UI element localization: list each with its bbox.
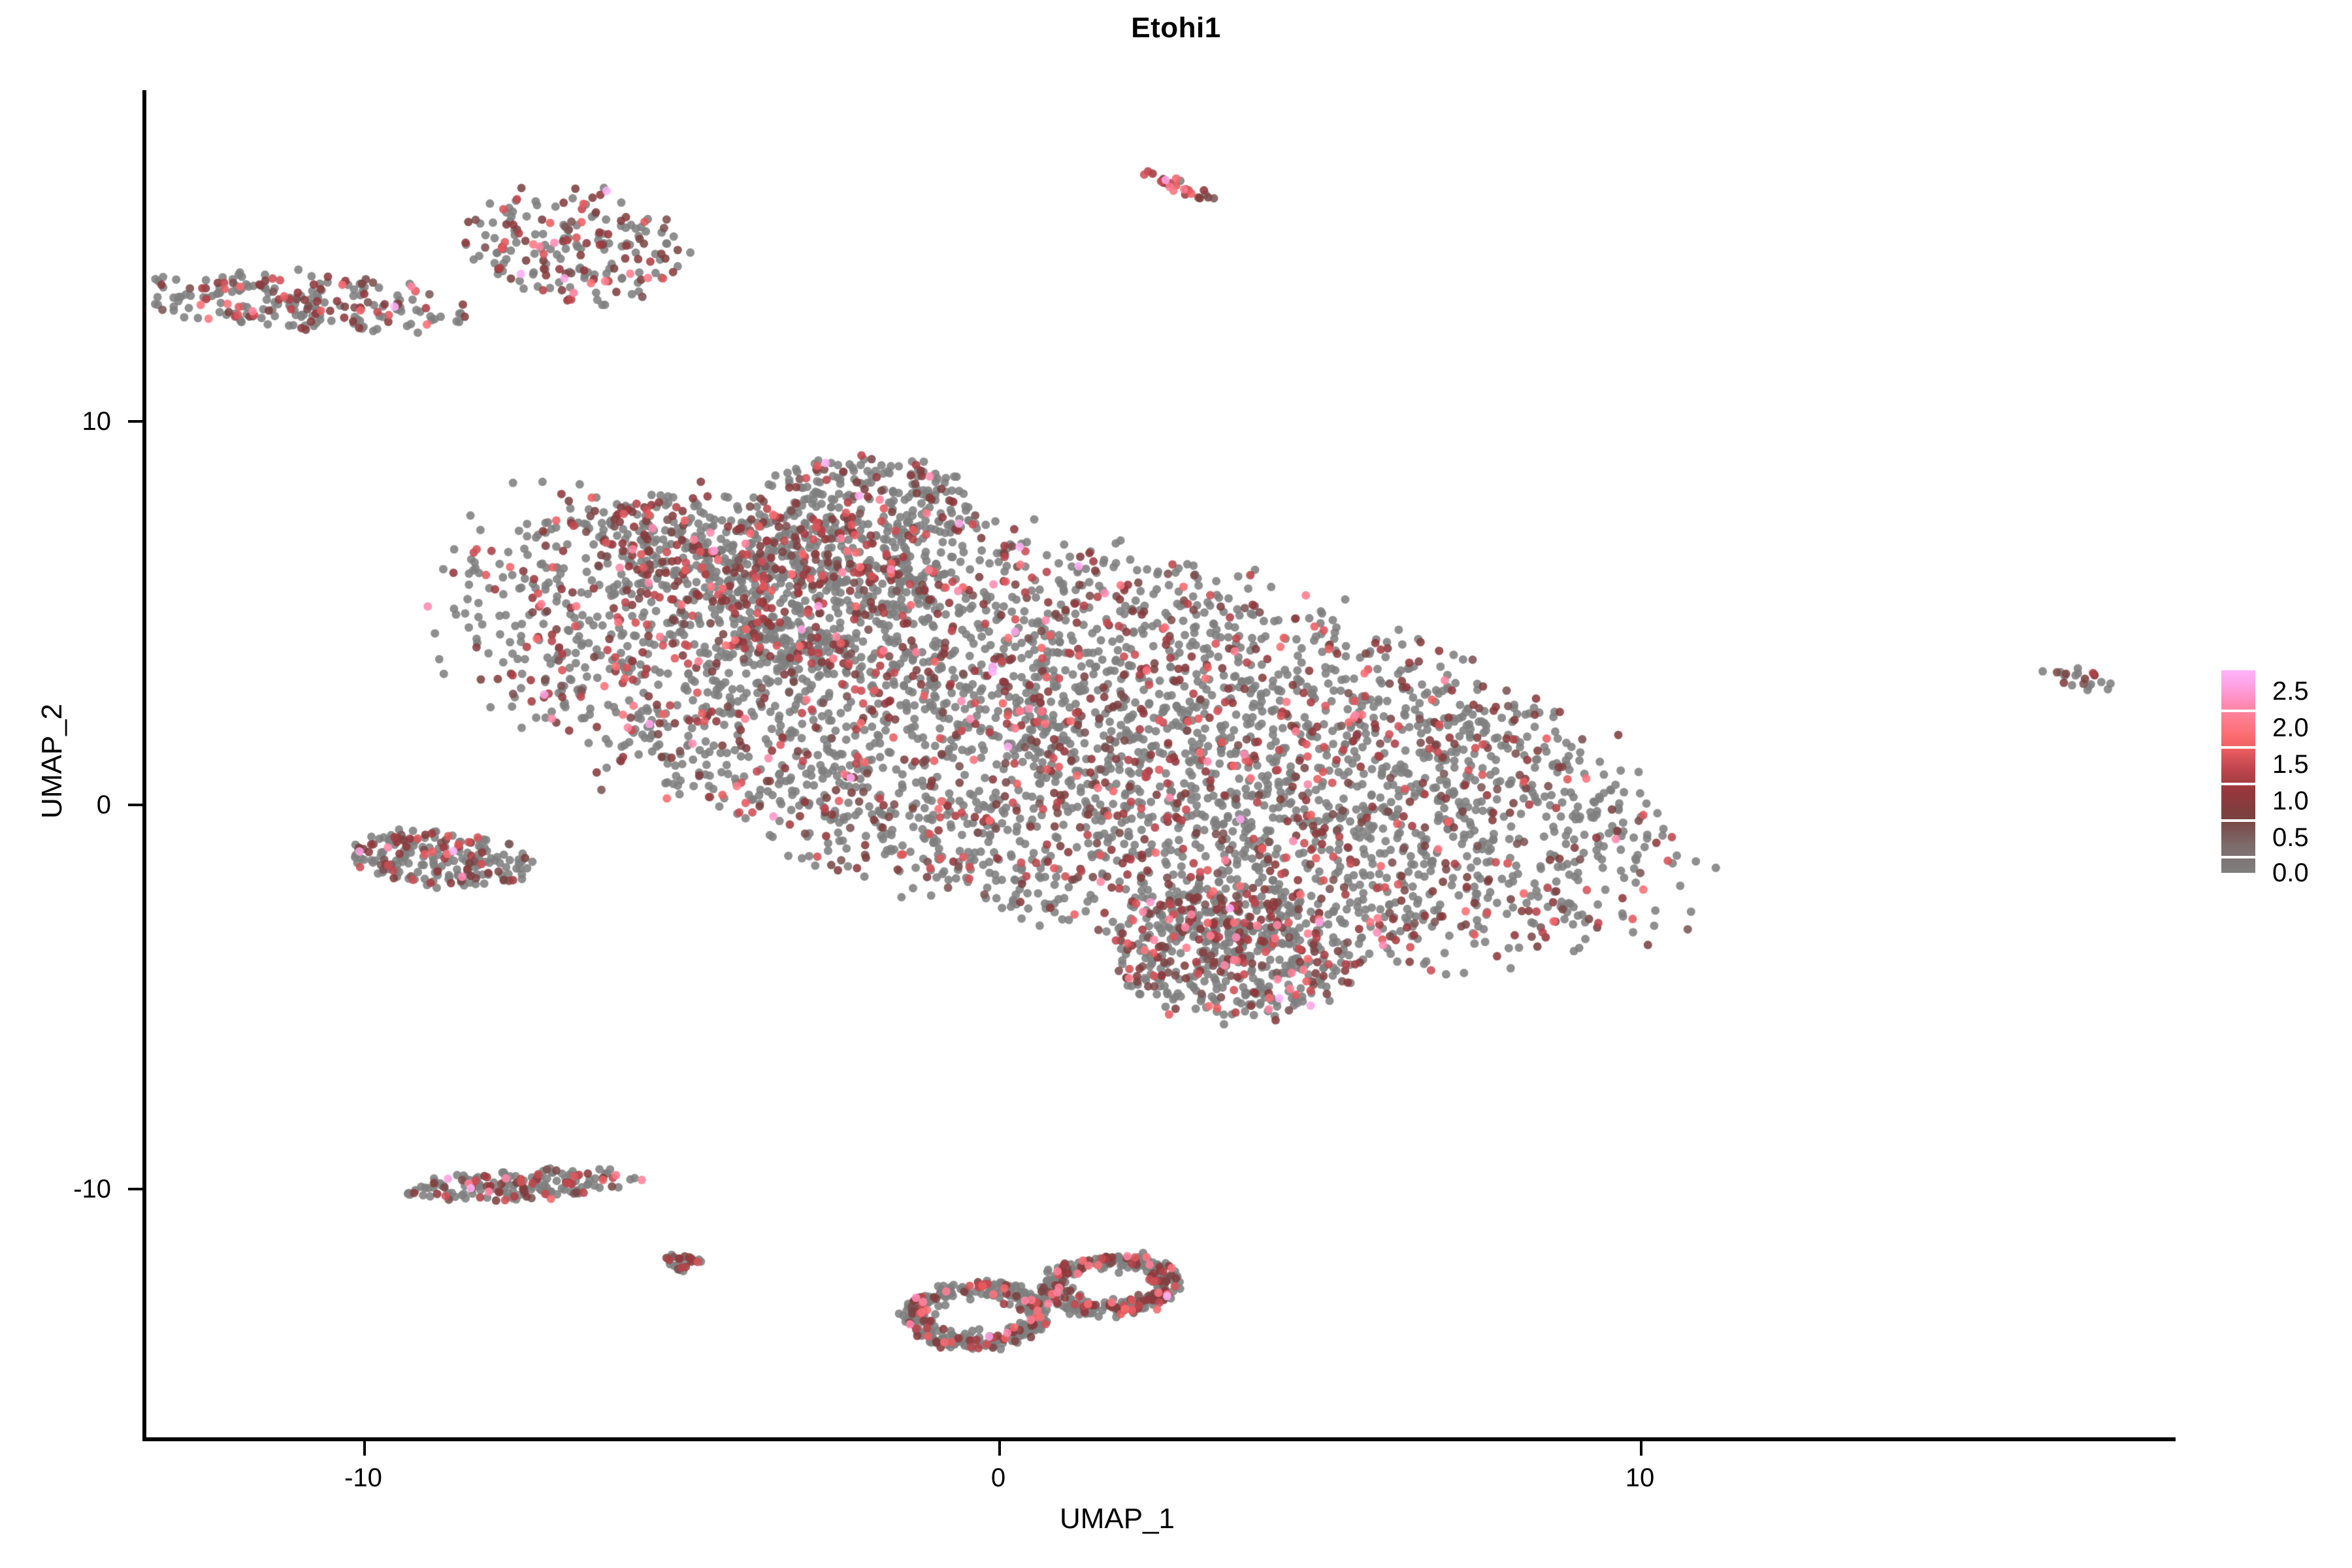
x-tick-label-neg10: -10: [344, 1463, 382, 1492]
colorbar-label-1.0: 1.0: [2272, 787, 2309, 815]
x-tick-mark-10: [1640, 1441, 1642, 1456]
colorbar-gradient: [2221, 670, 2255, 873]
colorbar-tick-2.5: [2221, 710, 2255, 712]
plot-panel: [145, 90, 2174, 1439]
colorbar-tick-1.0: [2221, 819, 2255, 822]
legend-colorbar: 2.5 2.0 1.5 1.0 0.5 0.0: [2221, 670, 2352, 886]
x-axis-title: UMAP_1: [1059, 1503, 1175, 1535]
colorbar-tick-1.5: [2221, 783, 2255, 785]
colorbar-tick-2.0: [2221, 746, 2255, 749]
x-tick-label-10: 10: [1625, 1463, 1655, 1492]
colorbar-label-0.5: 0.5: [2272, 823, 2309, 852]
colorbar-label-0.0: 0.0: [2272, 858, 2309, 887]
page-title: Etohi1: [1131, 12, 1221, 44]
y-tick-mark-neg10: [128, 1188, 142, 1190]
y-tick-mark-10: [128, 420, 142, 423]
scatter-points-canvas: [145, 90, 2174, 1439]
colorbar-label-1.5: 1.5: [2272, 750, 2309, 779]
y-tick-label-neg10: -10: [73, 1175, 111, 1203]
colorbar-label-2.0: 2.0: [2272, 713, 2309, 742]
y-tick-mark-0: [128, 804, 142, 806]
colorbar-label-2.5: 2.5: [2272, 677, 2309, 706]
x-tick-mark-neg10: [363, 1441, 366, 1456]
y-tick-label-0: 0: [96, 791, 111, 819]
x-tick-mark-0: [998, 1441, 1001, 1456]
y-axis-line: [142, 90, 146, 1441]
y-axis-title: UMAP_2: [36, 703, 68, 819]
colorbar-tick-0.5: [2221, 856, 2255, 858]
y-tick-label-10: 10: [82, 407, 112, 436]
x-tick-label-0: 0: [990, 1463, 1006, 1492]
x-axis-line: [142, 1437, 2176, 1441]
